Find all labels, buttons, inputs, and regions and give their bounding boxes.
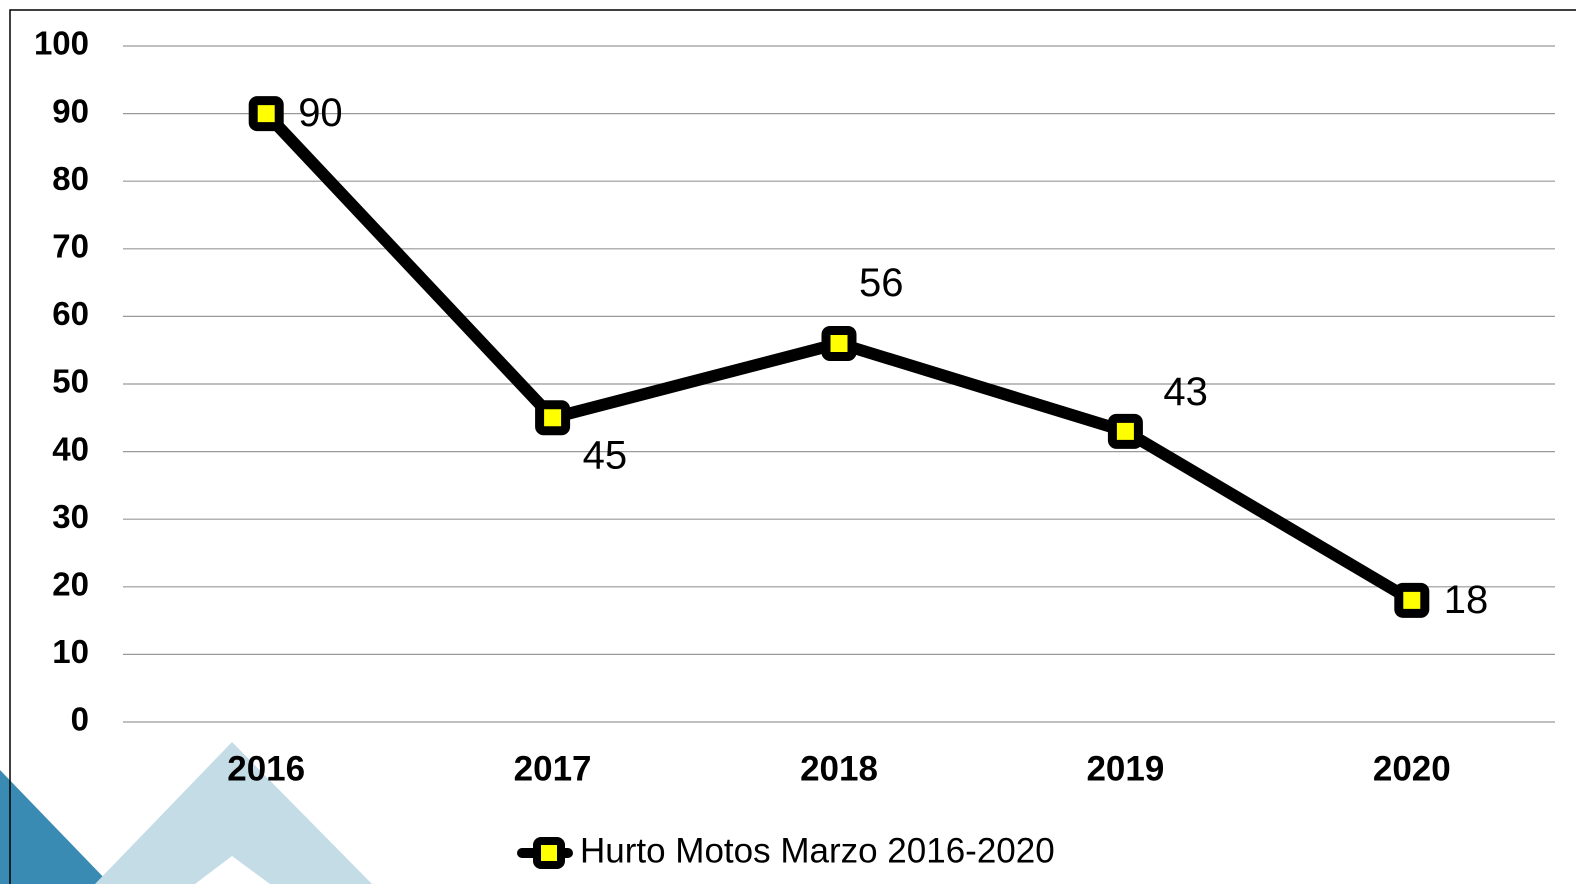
data-point bbox=[821, 325, 857, 361]
legend-label: Hurto Motos Marzo 2016-2020 bbox=[580, 831, 1055, 870]
data-point bbox=[535, 400, 571, 436]
x-tick-label: 2019 bbox=[1086, 749, 1164, 788]
x-tick-label: 2017 bbox=[514, 749, 592, 788]
data-point bbox=[248, 96, 284, 132]
data-label: 45 bbox=[583, 433, 628, 477]
data-label: 18 bbox=[1444, 578, 1489, 622]
y-tick-label: 0 bbox=[71, 701, 89, 738]
data-point bbox=[1394, 582, 1430, 618]
y-tick-label: 60 bbox=[52, 295, 89, 332]
data-label: 56 bbox=[859, 261, 904, 305]
decoration bbox=[0, 770, 110, 884]
y-tick-label: 90 bbox=[52, 92, 89, 129]
x-tick-label: 2016 bbox=[227, 749, 305, 788]
y-tick-label: 70 bbox=[52, 228, 89, 265]
y-tick-label: 80 bbox=[52, 160, 89, 197]
y-tick-label: 10 bbox=[52, 633, 89, 670]
y-tick-label: 100 bbox=[34, 25, 89, 62]
data-point bbox=[1107, 413, 1143, 449]
x-tick-label: 2020 bbox=[1373, 749, 1451, 788]
y-tick-label: 20 bbox=[52, 566, 89, 603]
data-label: 43 bbox=[1163, 370, 1208, 414]
decoration bbox=[95, 742, 372, 884]
data-label: 90 bbox=[298, 91, 343, 135]
y-tick-label: 50 bbox=[52, 363, 89, 400]
y-tick-label: 40 bbox=[52, 430, 89, 467]
y-tick-label: 30 bbox=[52, 498, 89, 535]
legend-marker bbox=[533, 837, 565, 869]
chart-frame bbox=[9, 9, 1576, 884]
x-tick-label: 2018 bbox=[800, 749, 878, 788]
decoration bbox=[195, 856, 270, 884]
